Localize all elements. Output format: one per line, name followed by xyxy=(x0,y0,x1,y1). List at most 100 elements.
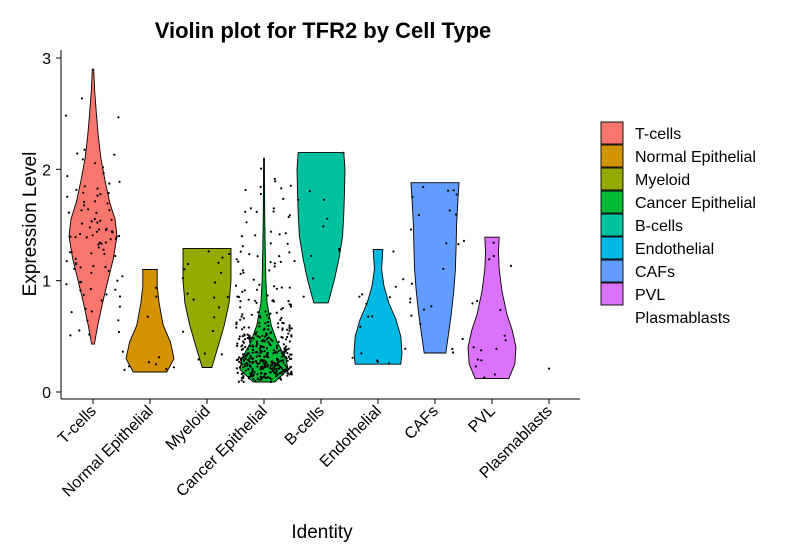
jitter-point xyxy=(249,336,253,339)
jitter-point xyxy=(376,360,379,363)
jitter-point xyxy=(275,311,278,314)
jitter-point xyxy=(287,215,290,219)
jitter-point xyxy=(269,331,272,334)
jitter-point xyxy=(80,281,83,284)
jitter-point xyxy=(66,175,69,178)
jitter-point xyxy=(281,373,284,376)
jitter-point xyxy=(256,362,259,365)
jitter-point xyxy=(258,315,261,318)
jitter-point xyxy=(288,324,291,327)
jitter-point xyxy=(207,250,210,253)
jitter-point xyxy=(266,376,269,379)
jitter-point xyxy=(251,375,254,378)
jitter-point xyxy=(269,312,272,315)
jitter-point xyxy=(81,222,84,225)
jitter-point xyxy=(258,325,261,328)
jitter-point xyxy=(110,218,113,221)
jitter-point xyxy=(266,336,270,340)
jitter-point xyxy=(275,344,279,347)
jitter-point xyxy=(286,365,289,368)
jitter-point xyxy=(249,372,252,375)
jitter-point xyxy=(275,369,278,373)
jitter-point xyxy=(264,365,267,369)
jitter-point xyxy=(242,358,245,361)
jitter-point xyxy=(252,377,255,381)
jitter-point xyxy=(128,365,131,368)
jitter-point xyxy=(472,346,475,349)
jitter-point xyxy=(272,210,275,213)
jitter-point xyxy=(488,258,491,261)
jitter-point xyxy=(155,295,158,298)
jitter-point xyxy=(238,360,241,363)
jitter-point xyxy=(92,265,95,268)
jitter-point xyxy=(73,267,76,270)
jitter-point xyxy=(287,347,290,350)
legend-key xyxy=(600,144,624,168)
jitter-point xyxy=(211,329,215,333)
jitter-point xyxy=(96,187,99,190)
jitter-point xyxy=(251,348,254,351)
jitter-point xyxy=(246,364,249,367)
jitter-point xyxy=(90,220,93,223)
jitter-point xyxy=(280,187,283,190)
jitter-point xyxy=(158,356,161,359)
jitter-point xyxy=(258,354,261,357)
jitter-point xyxy=(236,344,239,347)
legend-label: T-cells xyxy=(635,126,681,143)
jitter-point xyxy=(240,235,244,238)
jitter-point xyxy=(256,342,259,345)
jitter-point xyxy=(67,211,70,214)
jitter-point xyxy=(273,285,276,288)
jitter-point xyxy=(155,286,158,289)
jitter-point xyxy=(452,189,455,192)
y-tick-label: 0 xyxy=(42,385,51,402)
jitter-point xyxy=(244,357,247,360)
legend-key xyxy=(600,121,624,145)
jitter-point xyxy=(265,314,269,317)
jitter-point xyxy=(387,362,390,365)
jitter-point xyxy=(411,195,414,198)
jitter-point xyxy=(267,324,270,327)
jitter-point xyxy=(235,359,239,362)
jitter-point xyxy=(70,251,73,254)
jitter-point xyxy=(279,366,282,369)
jitter-point xyxy=(248,340,251,343)
jitter-point xyxy=(290,370,293,373)
jitter-point xyxy=(241,290,244,293)
jitter-point xyxy=(226,295,229,299)
y-tick-label: 1 xyxy=(42,274,51,291)
jitter-point xyxy=(245,221,248,224)
jitter-point xyxy=(241,356,244,359)
legend-key xyxy=(600,282,624,306)
jitter-point xyxy=(262,367,265,370)
legend-key xyxy=(600,236,624,260)
jitter-point xyxy=(271,339,274,342)
jitter-point xyxy=(263,376,266,379)
jitter-point xyxy=(277,358,280,361)
jitter-point xyxy=(255,331,258,334)
jitter-point xyxy=(351,356,354,359)
jitter-point xyxy=(499,308,502,312)
jitter-point xyxy=(249,354,252,358)
jitter-point xyxy=(281,327,284,330)
jitter-point xyxy=(273,265,276,268)
jitter-point xyxy=(246,362,249,365)
jitter-point xyxy=(247,352,250,355)
jitter-point xyxy=(358,295,361,298)
jitter-point xyxy=(248,253,251,256)
jitter-point xyxy=(279,318,282,322)
jitter-point xyxy=(183,268,186,271)
jitter-point xyxy=(255,210,258,213)
jitter-point xyxy=(181,277,184,280)
jitter-point xyxy=(83,148,86,151)
jitter-point xyxy=(101,166,105,169)
jitter-point xyxy=(192,298,195,301)
x-tick-label: Myeloid xyxy=(163,403,214,454)
x-tick-label: Endothelial xyxy=(317,403,385,471)
jitter-point xyxy=(267,328,270,331)
legend-key xyxy=(600,167,624,191)
y-tick-label: 2 xyxy=(42,162,51,179)
y-tick-label: 3 xyxy=(42,51,51,68)
